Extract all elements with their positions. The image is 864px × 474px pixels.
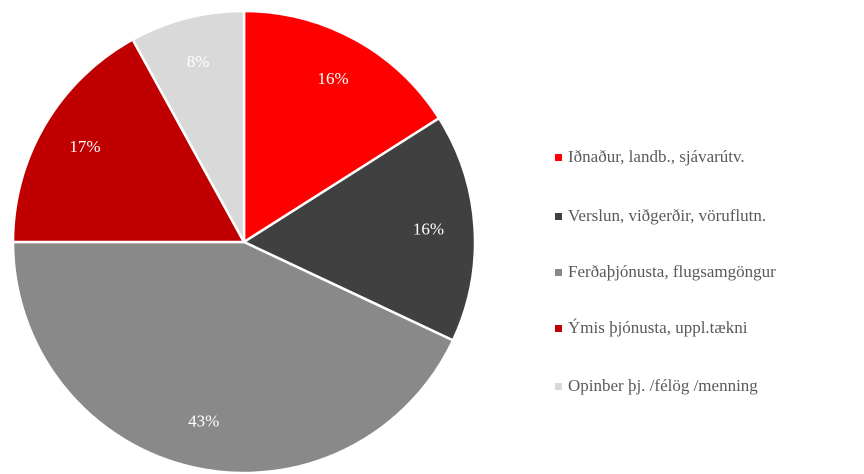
legend-label: Verslun, viðgerðir, vöruflutn.	[568, 206, 766, 225]
pie-slice	[11, 37, 247, 244]
data-label: 16%	[413, 219, 444, 238]
data-label: 16%	[317, 69, 348, 88]
pie-slice	[11, 240, 455, 474]
legend-label: Opinber þj. /félög /menning	[568, 376, 758, 395]
pie-slice	[131, 9, 246, 243]
legend-swatch	[555, 325, 562, 332]
pie-slice	[242, 9, 441, 245]
legend-swatch	[555, 269, 562, 276]
legend-swatch	[555, 154, 562, 161]
legend-label: Iðnaður, landb., sjávarútv.	[568, 147, 745, 166]
data-label: 8%	[187, 52, 210, 71]
legend-label: Ferðaþjónusta, flugsamgöngur	[568, 262, 776, 281]
legend-swatch	[555, 383, 562, 390]
legend-label: Ýmis þjónusta, uppl.tækni	[568, 318, 748, 337]
legend-swatch	[555, 213, 562, 220]
data-label: 17%	[69, 137, 100, 156]
pie-slice	[241, 116, 477, 343]
data-label: 43%	[188, 411, 219, 430]
